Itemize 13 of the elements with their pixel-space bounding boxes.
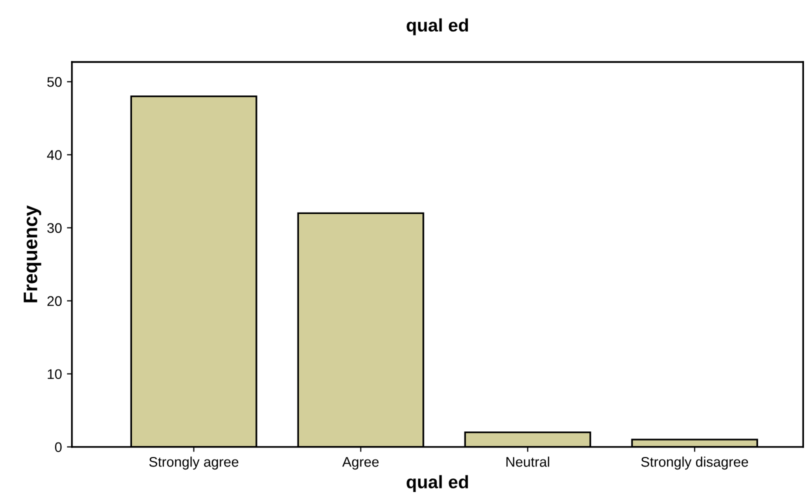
y-tick-label: 0: [55, 442, 62, 452]
x-tick-label: Neutral: [506, 456, 550, 467]
y-tick-label: 50: [47, 77, 62, 87]
y-tick-label: 20: [47, 296, 62, 306]
x-axis-title: qual ed: [406, 475, 468, 492]
x-tick-label: Strongly agree: [149, 456, 238, 470]
y-tick-label: 30: [47, 223, 62, 233]
chart-title: qual ed: [406, 18, 468, 36]
y-tick-label: 40: [47, 150, 62, 160]
x-tick-label: Agree: [342, 457, 379, 470]
y-axis-title: Frequency: [24, 205, 42, 302]
x-tick-label: Strongly disagree: [641, 456, 748, 470]
y-tick-label: 10: [48, 369, 62, 380]
